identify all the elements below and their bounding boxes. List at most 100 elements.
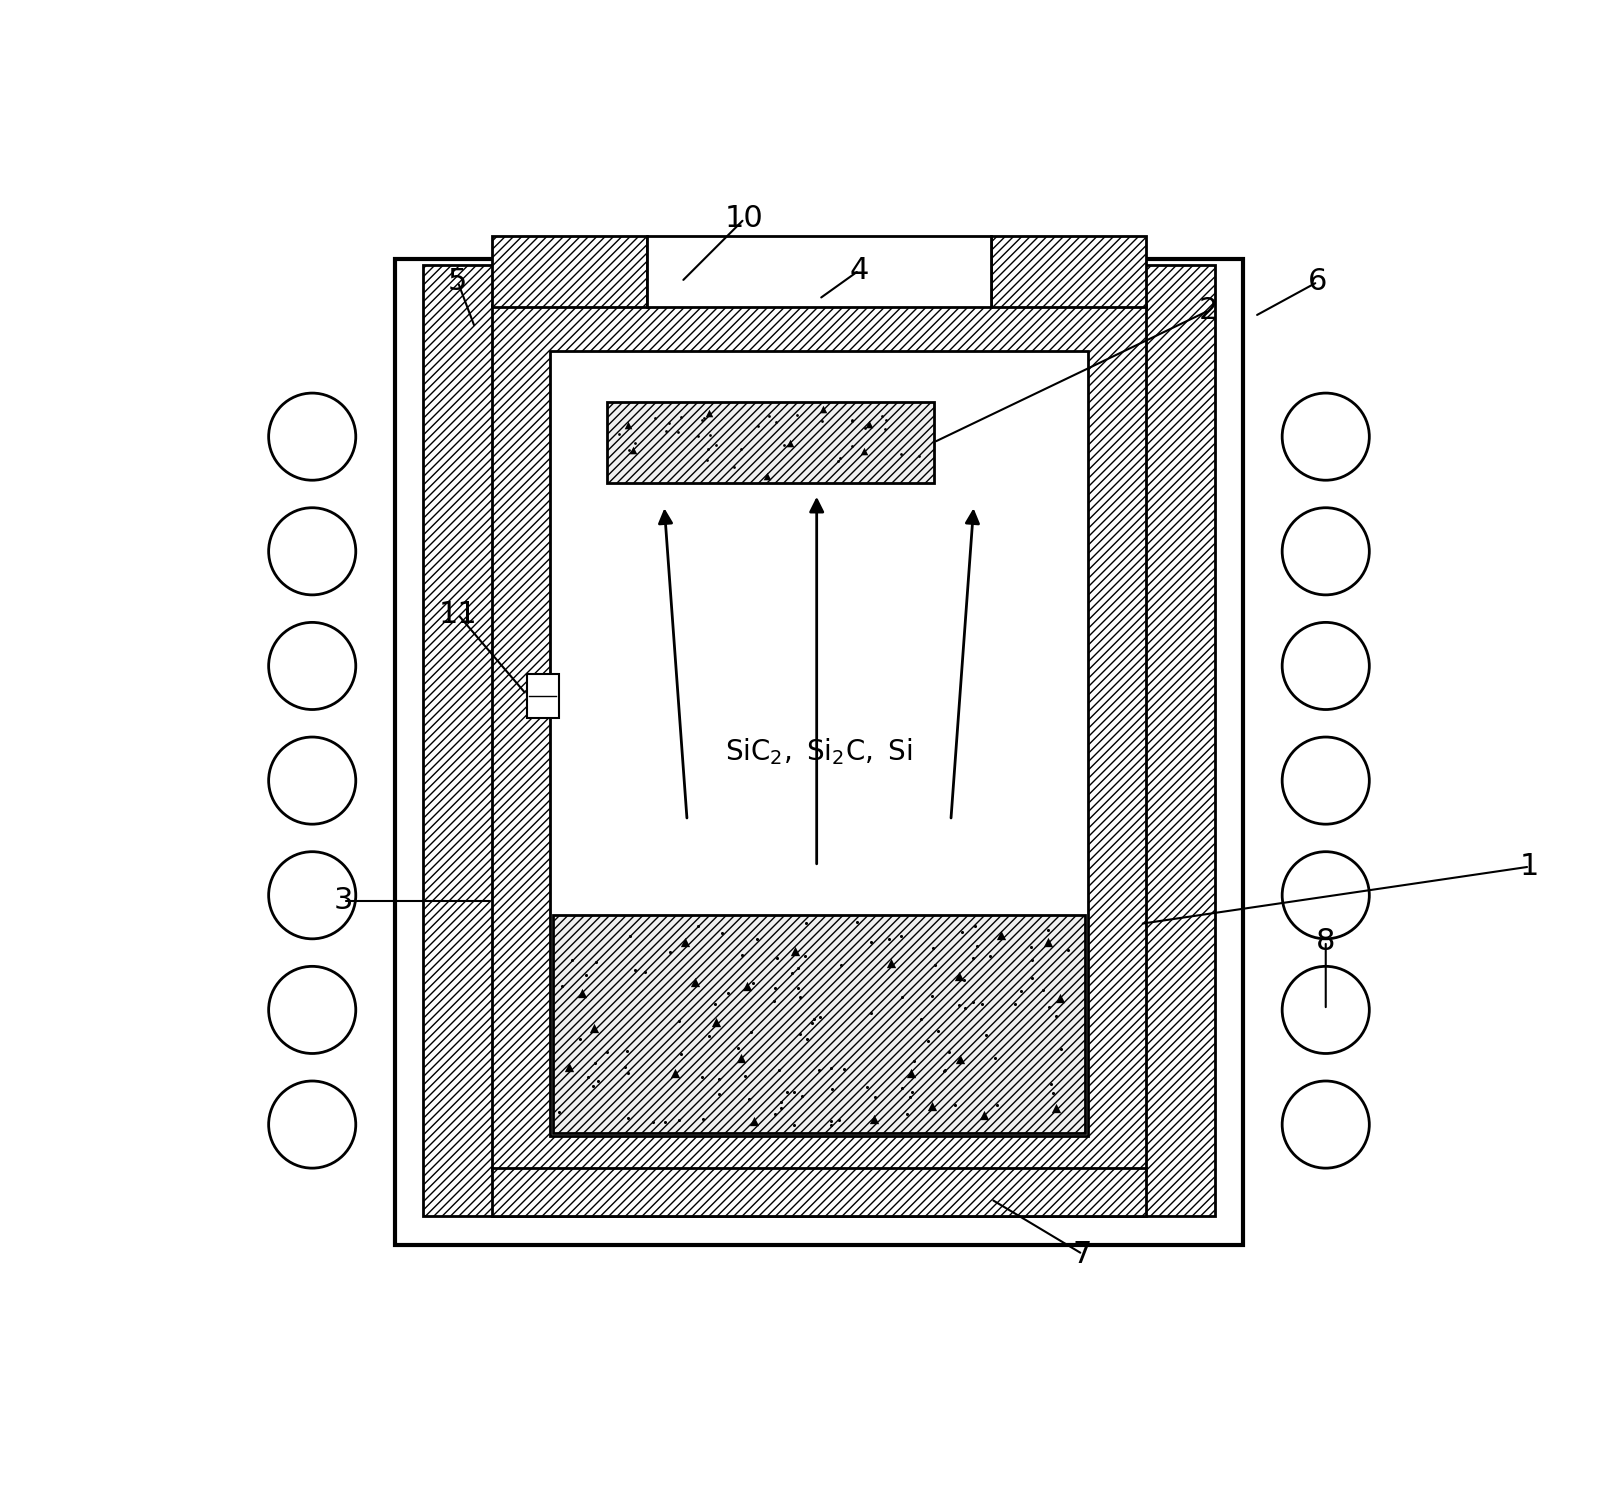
Point <box>936 1041 962 1065</box>
Bar <box>492 305 1146 1170</box>
Text: 3: 3 <box>334 886 353 916</box>
Point <box>580 1074 606 1097</box>
Point <box>988 923 1013 947</box>
Text: 1: 1 <box>1520 852 1539 881</box>
Point <box>729 438 754 462</box>
Point <box>737 1087 762 1111</box>
Text: 8: 8 <box>1317 926 1336 956</box>
Point <box>694 448 719 472</box>
Point <box>920 937 946 960</box>
Point <box>673 931 698 954</box>
Point <box>1055 938 1080 962</box>
Point <box>615 414 641 438</box>
Point <box>765 947 791 971</box>
Point <box>888 442 914 466</box>
Point <box>818 1078 844 1102</box>
Point <box>932 1059 957 1083</box>
Point <box>607 423 633 447</box>
Point <box>615 1062 641 1085</box>
Point <box>761 989 786 1013</box>
Bar <box>423 265 1214 1217</box>
Point <box>1002 993 1028 1017</box>
Point <box>919 1094 944 1118</box>
Bar <box>647 235 991 307</box>
Point <box>686 914 711 938</box>
Point <box>900 1080 925 1103</box>
Point <box>668 1042 694 1066</box>
Bar <box>550 350 1088 1136</box>
Point <box>781 1112 807 1136</box>
Text: 11: 11 <box>438 600 478 628</box>
Point <box>972 1103 997 1127</box>
Point <box>791 944 817 968</box>
Point <box>762 1102 788 1126</box>
Text: 6: 6 <box>1309 268 1328 296</box>
Point <box>908 1008 933 1032</box>
Point <box>732 1065 757 1088</box>
Point <box>962 914 988 938</box>
Point <box>1008 980 1034 1004</box>
Point <box>575 1065 601 1088</box>
Point <box>941 1093 967 1117</box>
Point <box>785 956 810 980</box>
Point <box>984 1093 1010 1117</box>
Point <box>668 405 694 429</box>
Point <box>765 1057 791 1081</box>
Point <box>946 993 972 1017</box>
Point <box>710 920 735 944</box>
Point <box>799 1011 825 1035</box>
Point <box>703 433 729 457</box>
Point <box>1047 986 1072 1010</box>
Point <box>780 962 805 986</box>
Point <box>781 1080 807 1103</box>
Point <box>828 953 853 977</box>
Point <box>794 911 820 935</box>
Point <box>1040 1081 1066 1105</box>
Point <box>946 963 972 987</box>
Point <box>968 992 994 1015</box>
Point <box>1048 1036 1074 1060</box>
Point <box>855 1075 880 1099</box>
Point <box>789 1084 815 1108</box>
Point <box>783 940 809 963</box>
Point <box>547 1100 572 1124</box>
Point <box>983 1047 1008 1071</box>
Point <box>861 1108 887 1132</box>
Point <box>895 1102 920 1126</box>
Point <box>686 424 711 448</box>
Point <box>703 1010 729 1033</box>
Point <box>1036 917 1061 941</box>
Point <box>583 950 609 974</box>
Bar <box>492 1169 1146 1217</box>
Point <box>612 1056 638 1080</box>
Point <box>615 1106 641 1130</box>
Point <box>615 415 641 439</box>
Point <box>559 948 585 972</box>
Point <box>741 1109 767 1133</box>
Point <box>652 1111 678 1135</box>
Point <box>702 992 727 1015</box>
Point <box>1031 978 1056 1002</box>
Point <box>1037 1072 1063 1096</box>
Point <box>839 433 865 457</box>
Point <box>818 1056 844 1080</box>
Text: 4: 4 <box>850 256 869 284</box>
Point <box>614 1039 639 1063</box>
Point <box>777 430 802 454</box>
Point <box>805 1059 831 1083</box>
Point <box>721 456 746 479</box>
Point <box>873 417 898 441</box>
Point <box>666 1108 692 1132</box>
Point <box>695 1024 721 1048</box>
Point <box>964 934 989 957</box>
Point <box>786 986 812 1010</box>
Point <box>818 1114 844 1138</box>
Point <box>786 977 812 1001</box>
Bar <box>553 914 1085 1133</box>
Point <box>839 409 865 433</box>
Point <box>756 404 781 427</box>
Point <box>828 447 853 471</box>
Point <box>762 409 788 433</box>
Point <box>706 1083 732 1106</box>
Point <box>1043 1005 1069 1029</box>
